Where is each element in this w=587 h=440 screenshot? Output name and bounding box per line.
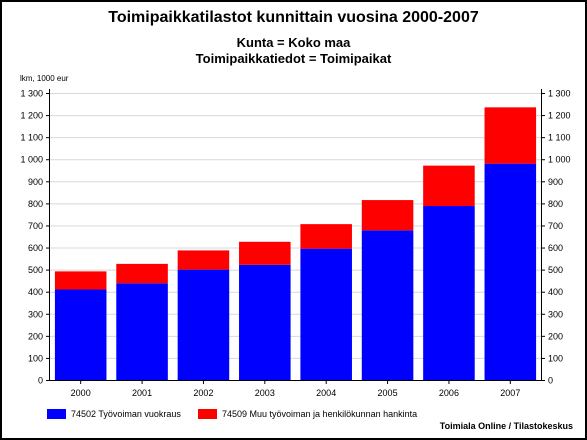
legend-label-series-2: 74509 Muu työvoiman ja henkilökunnan han… [222,409,418,419]
y-tick-label-left: 400 [28,287,43,297]
y-tick-label-right: 300 [548,309,563,319]
y-tick-label-left: 900 [28,177,43,187]
x-tick-label: 2005 [378,388,398,398]
legend-swatch-series-1 [47,409,66,419]
x-tick-label: 2004 [316,388,336,398]
x-tick-label: 2001 [132,388,152,398]
x-tick-label: 2006 [439,388,459,398]
x-tick-label: 2007 [500,388,520,398]
y-tick-label-left: 1 300 [20,89,43,99]
bar-series-2 [239,241,291,265]
bar-series-1 [239,264,291,380]
y-tick-label-right: 200 [548,331,563,341]
chart-subtitle-data-type: Toimipaikkatiedot = Toimipaikat [195,51,392,66]
y-tick-label-left: 300 [28,309,43,319]
y-tick-label-left: 100 [28,353,43,363]
bar-series-1 [484,163,537,380]
y-tick-label-right: 100 [548,353,563,363]
y-tick-label-right: 900 [548,177,563,187]
chart-title: Toimipaikkatilastot kunnittain vuosina 2… [108,9,479,26]
bar-series-2 [116,263,168,284]
bar-series-1 [300,248,352,380]
y-tick-label-right: 1 100 [548,133,571,143]
bar-series-1 [54,289,107,380]
y-tick-label-right: 500 [548,265,563,275]
y-tick-label-right: 1 200 [548,111,571,121]
y-tick-label-right: 0 [548,376,553,386]
bar-series-1 [116,283,168,380]
source-credit: Toimiala Online / Tilastokeskus [439,421,573,431]
y-tick-label-right: 700 [548,221,563,231]
bar-series-2 [361,200,414,231]
bar-series-2 [484,107,537,164]
legend-swatch-series-2 [198,409,217,419]
bar-series-1 [423,206,475,380]
bar-series-2 [423,165,475,207]
bar-series-1 [177,269,230,380]
y-tick-label-right: 800 [548,199,563,209]
y-tick-label-left: 500 [28,265,43,275]
y-tick-label-left: 200 [28,331,43,341]
y-tick-label-left: 0 [38,376,43,386]
y-tick-label-left: 700 [28,221,43,231]
bar-series-2 [54,271,107,290]
x-tick-label: 2002 [193,388,213,398]
y-tick-label-right: 1 000 [548,155,571,165]
y-tick-label-right: 400 [548,287,563,297]
y-tick-label-left: 1 100 [20,133,43,143]
bar-series-2 [177,250,230,270]
y-tick-label-right: 600 [548,243,563,253]
y-axis-unit-label: lkm, 1000 eur [20,74,69,83]
legend-label-series-1: 74502 Työvoiman vuokraus [71,409,181,419]
x-tick-label: 2000 [71,388,91,398]
bar-series-1 [361,230,414,380]
y-tick-label-left: 1 200 [20,111,43,121]
bar-series-2 [300,224,352,249]
y-tick-label-right: 1 300 [548,89,571,99]
y-tick-label-left: 1 000 [20,155,43,165]
x-tick-label: 2003 [255,388,275,398]
chart-subtitle-municipality: Kunta = Koko maa [236,35,351,50]
y-tick-label-left: 600 [28,243,43,253]
y-tick-label-left: 800 [28,199,43,209]
